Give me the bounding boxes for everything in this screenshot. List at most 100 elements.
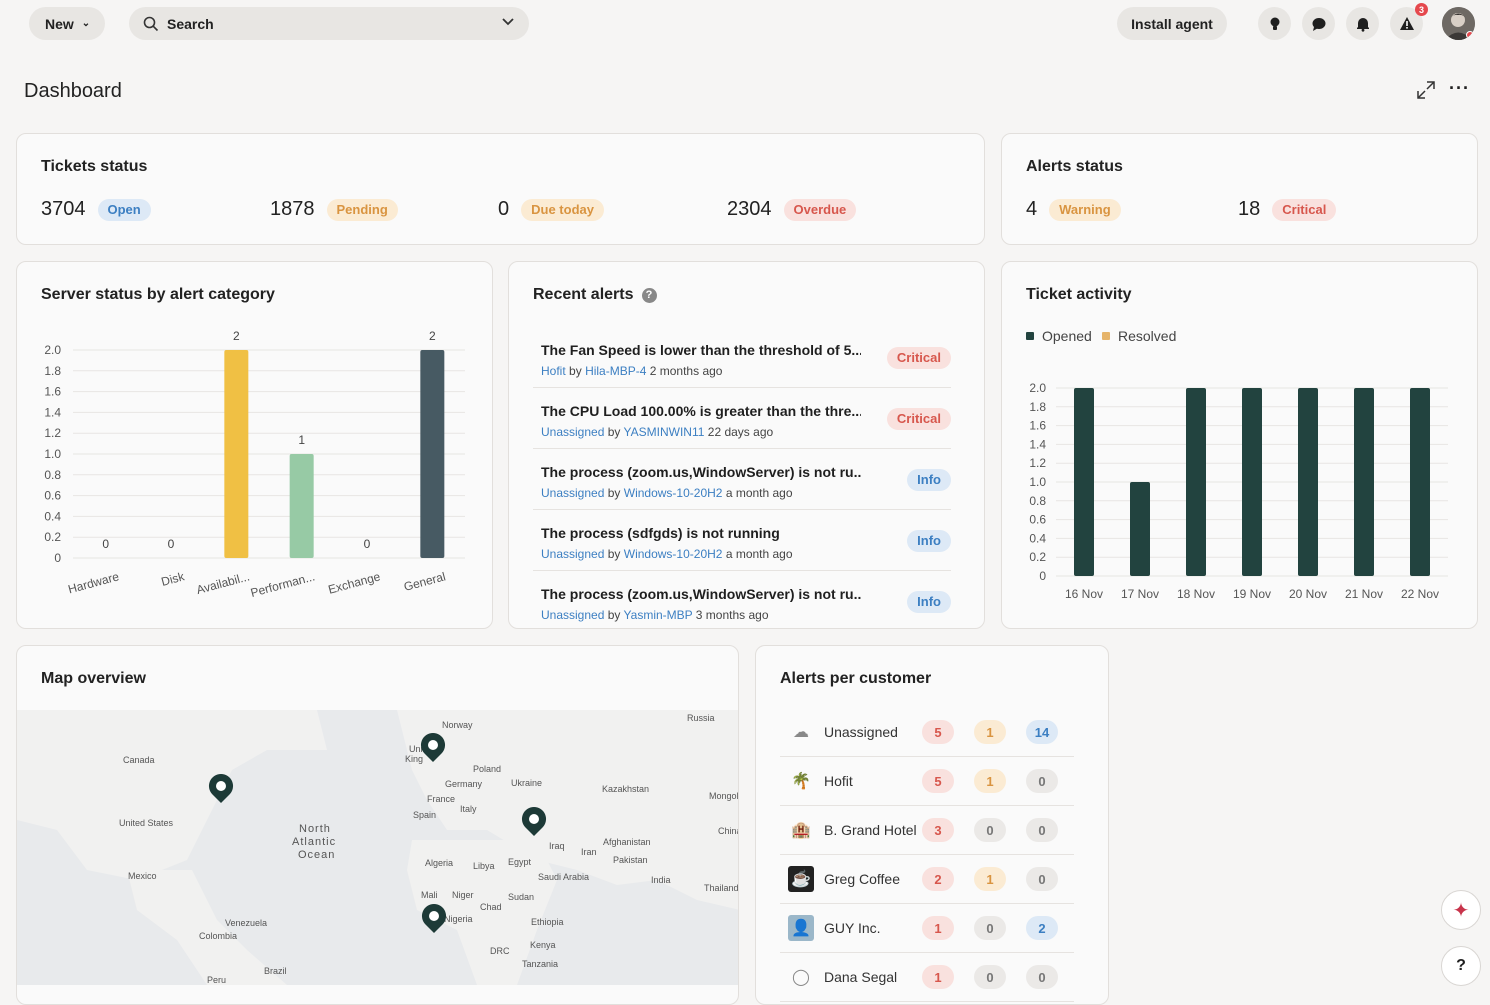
alert-customer-link[interactable]: Unassigned [541,486,605,500]
search-input[interactable]: Search [129,7,529,40]
critical-count[interactable]: 2 [922,867,954,891]
y-tick-label: 1.2 [1029,456,1046,470]
top-bar: New ⌄ Search Install agent 3 [0,0,1490,48]
help-button[interactable]: ? [1441,946,1481,986]
bar[interactable] [420,350,445,558]
info-count[interactable]: 0 [1026,867,1058,891]
alert-row[interactable]: The process (zoom.us,WindowServer) is no… [533,449,951,510]
chat-button[interactable] [1302,7,1335,40]
alert-device-link[interactable]: Windows-10-20H2 [623,486,723,500]
alert-customer-link[interactable]: Hofit [541,364,566,378]
customer-row[interactable]: 🌴 Hofit 5 1 0 [780,757,1074,806]
y-tick-label: 0.4 [44,509,61,523]
alert-device-link[interactable]: YASMINWIN11 [623,425,705,439]
alert-customer-link[interactable]: Unassigned [541,425,605,439]
install-agent-button[interactable]: Install agent [1117,7,1227,40]
stat-pending[interactable]: 1878 Pending [270,198,398,221]
chevron-down-icon[interactable] [501,15,515,29]
map-label: Iraq [549,841,565,851]
warning-count[interactable]: 1 [974,720,1006,744]
legend-opened[interactable]: Opened [1026,328,1092,344]
alert-row[interactable]: The Fan Speed is lower than the threshol… [533,327,951,388]
critical-count[interactable]: 1 [922,916,954,940]
bar-opened[interactable] [1298,388,1318,576]
map-pin-icon[interactable] [521,806,547,836]
stat-overdue[interactable]: 2304 Overdue [727,198,857,221]
alert-row[interactable]: The process (sdfgds) is not running Unass… [533,510,951,571]
bar-opened[interactable] [1410,388,1430,576]
customer-row[interactable]: 🏨 B. Grand Hotel 3 0 0 [780,806,1074,855]
critical-count[interactable]: 5 [922,769,954,793]
info-count[interactable]: 0 [1026,818,1058,842]
map-pin-icon[interactable] [421,903,447,933]
alert-customer-link[interactable]: Unassigned [541,608,605,622]
avatar[interactable] [1442,7,1475,40]
warning-count[interactable]: 0 [974,916,1006,940]
severity-badge: Critical [886,347,951,369]
severity-badge: Info [907,530,951,552]
map-label: Spain [413,810,436,820]
alert-device-link[interactable]: Windows-10-20H2 [623,547,723,561]
customer-row[interactable]: ◯ Dana Segal 1 0 0 [780,953,1074,1002]
alert-meta: Hofit by Hila-MBP-4 2 months ago [541,364,722,378]
ai-assistant-button[interactable]: ✦ [1441,890,1481,930]
info-count[interactable]: 0 [1026,965,1058,989]
bar[interactable] [289,454,314,558]
stat-warning[interactable]: 4 Warning [1026,198,1121,221]
critical-count[interactable]: 3 [922,818,954,842]
stat-critical[interactable]: 18 Critical [1238,198,1337,221]
alerts-badge: 3 [1415,3,1428,16]
map-pin-icon[interactable] [208,773,234,803]
bar-opened[interactable] [1354,388,1374,576]
alert-device-link[interactable]: Yasmin-MBP [623,608,693,622]
bar-value-label: 2 [429,329,436,343]
map-label: Atlantic [292,836,336,848]
alert-customer-link[interactable]: Unassigned [541,547,605,561]
stat-due-today[interactable]: 0 Due today [498,198,604,221]
help-icon[interactable]: ? [641,287,657,303]
new-button[interactable]: New ⌄ [29,7,105,40]
expand-icon[interactable] [1416,80,1436,100]
legend-label: Resolved [1118,328,1177,344]
customer-row[interactable]: ☕ Greg Coffee 2 1 0 [780,855,1074,904]
map-label: Afghanistan [603,837,651,847]
stat-open[interactable]: 3704 Open [41,198,151,221]
bar-opened[interactable] [1074,388,1094,576]
map-label: DRC [490,946,510,956]
map-label: India [651,875,671,885]
y-tick-label: 0.4 [1029,531,1046,545]
bar-value-label: 0 [102,537,109,551]
info-count[interactable]: 2 [1026,916,1058,940]
world-map[interactable]: Norway Russia Canada United States North… [17,710,739,985]
more-options-icon[interactable]: ··· [1449,78,1470,98]
customer-row[interactable]: ☁ Unassigned 5 1 14 [780,708,1074,757]
map-label: Ethiopia [531,917,564,927]
notifications-button[interactable] [1346,7,1379,40]
bar-opened[interactable] [1186,388,1206,576]
bar[interactable] [224,350,249,558]
alerts-button[interactable]: 3 [1390,3,1428,40]
bar-opened[interactable] [1242,388,1262,576]
presence-dot [1466,31,1474,39]
customer-row[interactable]: 👤 GUY Inc. 1 0 2 [780,904,1074,953]
alert-row[interactable]: The process (zoom.us,WindowServer) is no… [533,571,951,628]
warning-count[interactable]: 0 [974,965,1006,989]
legend-resolved[interactable]: Resolved [1102,328,1176,344]
critical-count[interactable]: 5 [922,720,954,744]
bar-opened[interactable] [1130,482,1150,576]
legend-swatch [1102,332,1110,340]
y-tick-label: 0.6 [1029,513,1046,527]
warning-count[interactable]: 0 [974,818,1006,842]
critical-count[interactable]: 1 [922,965,954,989]
alert-meta: Unassigned by YASMINWIN11 22 days ago [541,425,773,439]
warning-count[interactable]: 1 [974,769,1006,793]
warning-count[interactable]: 1 [974,867,1006,891]
lightbulb-icon [1270,17,1279,30]
info-count[interactable]: 0 [1026,769,1058,793]
lightbulb-button[interactable] [1258,7,1291,40]
page-title: Dashboard [24,80,122,102]
map-pin-icon[interactable] [420,732,446,762]
info-count[interactable]: 14 [1026,720,1058,744]
alert-row[interactable]: The CPU Load 100.00% is greater than the… [533,388,951,449]
alert-device-link[interactable]: Hila-MBP-4 [585,364,647,378]
